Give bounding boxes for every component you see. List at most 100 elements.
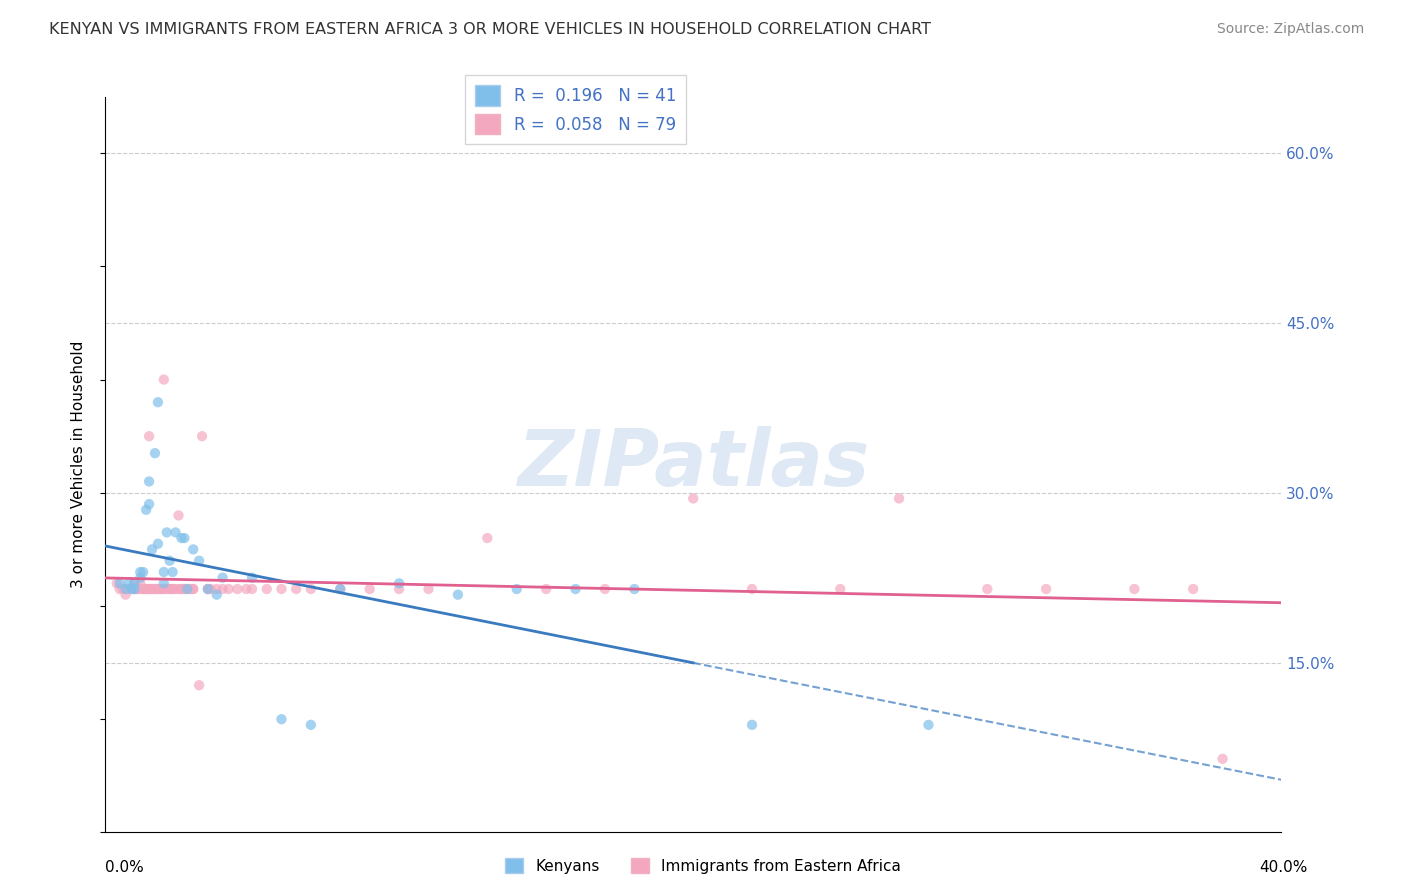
Point bbox=[117, 582, 139, 596]
Point bbox=[1035, 582, 1057, 596]
Point bbox=[200, 582, 222, 596]
Point bbox=[135, 582, 157, 596]
Point bbox=[159, 582, 181, 596]
Point bbox=[176, 582, 198, 596]
Point bbox=[129, 582, 152, 596]
Point bbox=[111, 582, 134, 596]
Point bbox=[153, 582, 176, 596]
Point bbox=[132, 565, 155, 579]
Legend: Kenyans, Immigrants from Eastern Africa: Kenyans, Immigrants from Eastern Africa bbox=[499, 852, 907, 880]
Point bbox=[141, 542, 163, 557]
Point bbox=[1123, 582, 1146, 596]
Point bbox=[173, 531, 195, 545]
Point bbox=[388, 582, 411, 596]
Point bbox=[564, 582, 586, 596]
Point bbox=[162, 582, 184, 596]
Point bbox=[329, 582, 352, 596]
Point bbox=[226, 582, 249, 596]
Point bbox=[170, 582, 193, 596]
Point bbox=[153, 576, 176, 591]
Point bbox=[299, 582, 322, 596]
Point bbox=[124, 582, 146, 596]
Point bbox=[146, 537, 169, 551]
Point bbox=[127, 582, 149, 596]
Point bbox=[165, 582, 187, 596]
Point bbox=[359, 582, 381, 596]
Y-axis label: 3 or more Vehicles in Household: 3 or more Vehicles in Household bbox=[72, 341, 86, 588]
Legend: R =  0.196   N = 41, R =  0.058   N = 79: R = 0.196 N = 41, R = 0.058 N = 79 bbox=[465, 76, 686, 145]
Point bbox=[167, 582, 190, 596]
Point bbox=[170, 531, 193, 545]
Point bbox=[149, 582, 172, 596]
Point bbox=[1212, 752, 1234, 766]
Point bbox=[179, 582, 201, 596]
Point bbox=[143, 446, 166, 460]
Point bbox=[1182, 582, 1205, 596]
Point bbox=[256, 582, 278, 596]
Point bbox=[141, 582, 163, 596]
Point bbox=[156, 525, 179, 540]
Point bbox=[181, 582, 204, 596]
Point bbox=[218, 582, 240, 596]
Point bbox=[270, 582, 292, 596]
Point bbox=[506, 582, 529, 596]
Point bbox=[285, 582, 308, 596]
Point bbox=[329, 582, 352, 596]
Point bbox=[176, 582, 198, 596]
Point bbox=[141, 582, 163, 596]
Point bbox=[162, 565, 184, 579]
Point bbox=[124, 582, 146, 596]
Point bbox=[388, 576, 411, 591]
Point bbox=[124, 576, 146, 591]
Point bbox=[682, 491, 704, 506]
Point bbox=[205, 582, 228, 596]
Text: 0.0%: 0.0% bbox=[105, 861, 145, 875]
Point bbox=[120, 582, 142, 596]
Point bbox=[143, 582, 166, 596]
Point bbox=[917, 718, 939, 732]
Point bbox=[108, 576, 131, 591]
Point bbox=[593, 582, 616, 596]
Point bbox=[188, 554, 211, 568]
Point bbox=[181, 542, 204, 557]
Point bbox=[132, 582, 155, 596]
Point bbox=[173, 582, 195, 596]
Point bbox=[108, 582, 131, 596]
Point bbox=[173, 582, 195, 596]
Point bbox=[146, 582, 169, 596]
Point bbox=[146, 395, 169, 409]
Point bbox=[741, 718, 763, 732]
Point bbox=[167, 508, 190, 523]
Point bbox=[447, 588, 470, 602]
Text: ZIPatlas: ZIPatlas bbox=[517, 426, 869, 502]
Point bbox=[191, 429, 214, 443]
Point bbox=[162, 582, 184, 596]
Point bbox=[129, 571, 152, 585]
Point bbox=[418, 582, 440, 596]
Point bbox=[105, 576, 128, 591]
Point bbox=[149, 582, 172, 596]
Point bbox=[188, 678, 211, 692]
Point bbox=[138, 497, 160, 511]
Point bbox=[165, 525, 187, 540]
Point bbox=[830, 582, 852, 596]
Point bbox=[153, 565, 176, 579]
Point bbox=[240, 571, 263, 585]
Point bbox=[127, 582, 149, 596]
Point bbox=[143, 582, 166, 596]
Point bbox=[129, 576, 152, 591]
Point bbox=[129, 565, 152, 579]
Point bbox=[211, 571, 233, 585]
Point bbox=[159, 554, 181, 568]
Point bbox=[138, 582, 160, 596]
Point bbox=[132, 582, 155, 596]
Point bbox=[211, 582, 233, 596]
Point bbox=[240, 582, 263, 596]
Point bbox=[159, 582, 181, 596]
Point bbox=[153, 373, 176, 387]
Point bbox=[146, 582, 169, 596]
Point bbox=[138, 429, 160, 443]
Point bbox=[197, 582, 219, 596]
Point bbox=[124, 582, 146, 596]
Text: KENYAN VS IMMIGRANTS FROM EASTERN AFRICA 3 OR MORE VEHICLES IN HOUSEHOLD CORRELA: KENYAN VS IMMIGRANTS FROM EASTERN AFRICA… bbox=[49, 22, 931, 37]
